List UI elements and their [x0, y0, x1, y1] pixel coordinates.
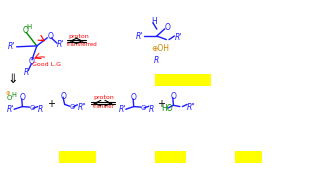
Bar — [155, 151, 186, 163]
Text: ⊕: ⊕ — [5, 91, 10, 96]
Text: O: O — [130, 93, 136, 102]
Text: R': R' — [8, 42, 15, 51]
Text: H: H — [11, 92, 16, 98]
Text: R": R" — [77, 103, 86, 112]
Text: R: R — [149, 105, 154, 114]
Text: Good L.G: Good L.G — [32, 62, 61, 67]
Text: H: H — [27, 24, 32, 30]
Text: HO: HO — [162, 104, 173, 113]
Text: R: R — [154, 56, 159, 65]
Bar — [235, 151, 262, 163]
Text: R': R' — [174, 33, 182, 42]
Text: O: O — [19, 93, 25, 102]
Text: H: H — [151, 17, 157, 26]
Text: ⇓: ⇓ — [7, 73, 18, 86]
Text: R': R' — [57, 40, 64, 49]
Text: O: O — [171, 92, 176, 101]
Text: O: O — [70, 104, 75, 110]
Text: ⊕OH: ⊕OH — [151, 44, 169, 53]
Bar — [155, 74, 211, 86]
Text: transferred: transferred — [67, 42, 98, 47]
Text: R': R' — [118, 105, 126, 114]
Text: O: O — [47, 32, 53, 41]
Text: +: + — [157, 99, 165, 109]
Text: R': R' — [136, 32, 143, 41]
Bar — [59, 151, 96, 163]
Text: O: O — [22, 26, 28, 35]
Text: R": R" — [187, 103, 196, 112]
Text: proton: proton — [69, 33, 90, 39]
Text: O: O — [61, 92, 67, 101]
Text: proton: proton — [94, 95, 115, 100]
Text: O: O — [28, 57, 34, 66]
Text: O: O — [7, 94, 12, 101]
Text: +: + — [47, 99, 55, 109]
Text: R': R' — [6, 105, 14, 114]
Text: O: O — [165, 23, 171, 32]
Text: R: R — [24, 68, 29, 77]
Text: R: R — [38, 105, 43, 114]
Text: transfer: transfer — [93, 104, 115, 109]
Text: O: O — [141, 105, 146, 111]
Text: O: O — [29, 105, 35, 111]
